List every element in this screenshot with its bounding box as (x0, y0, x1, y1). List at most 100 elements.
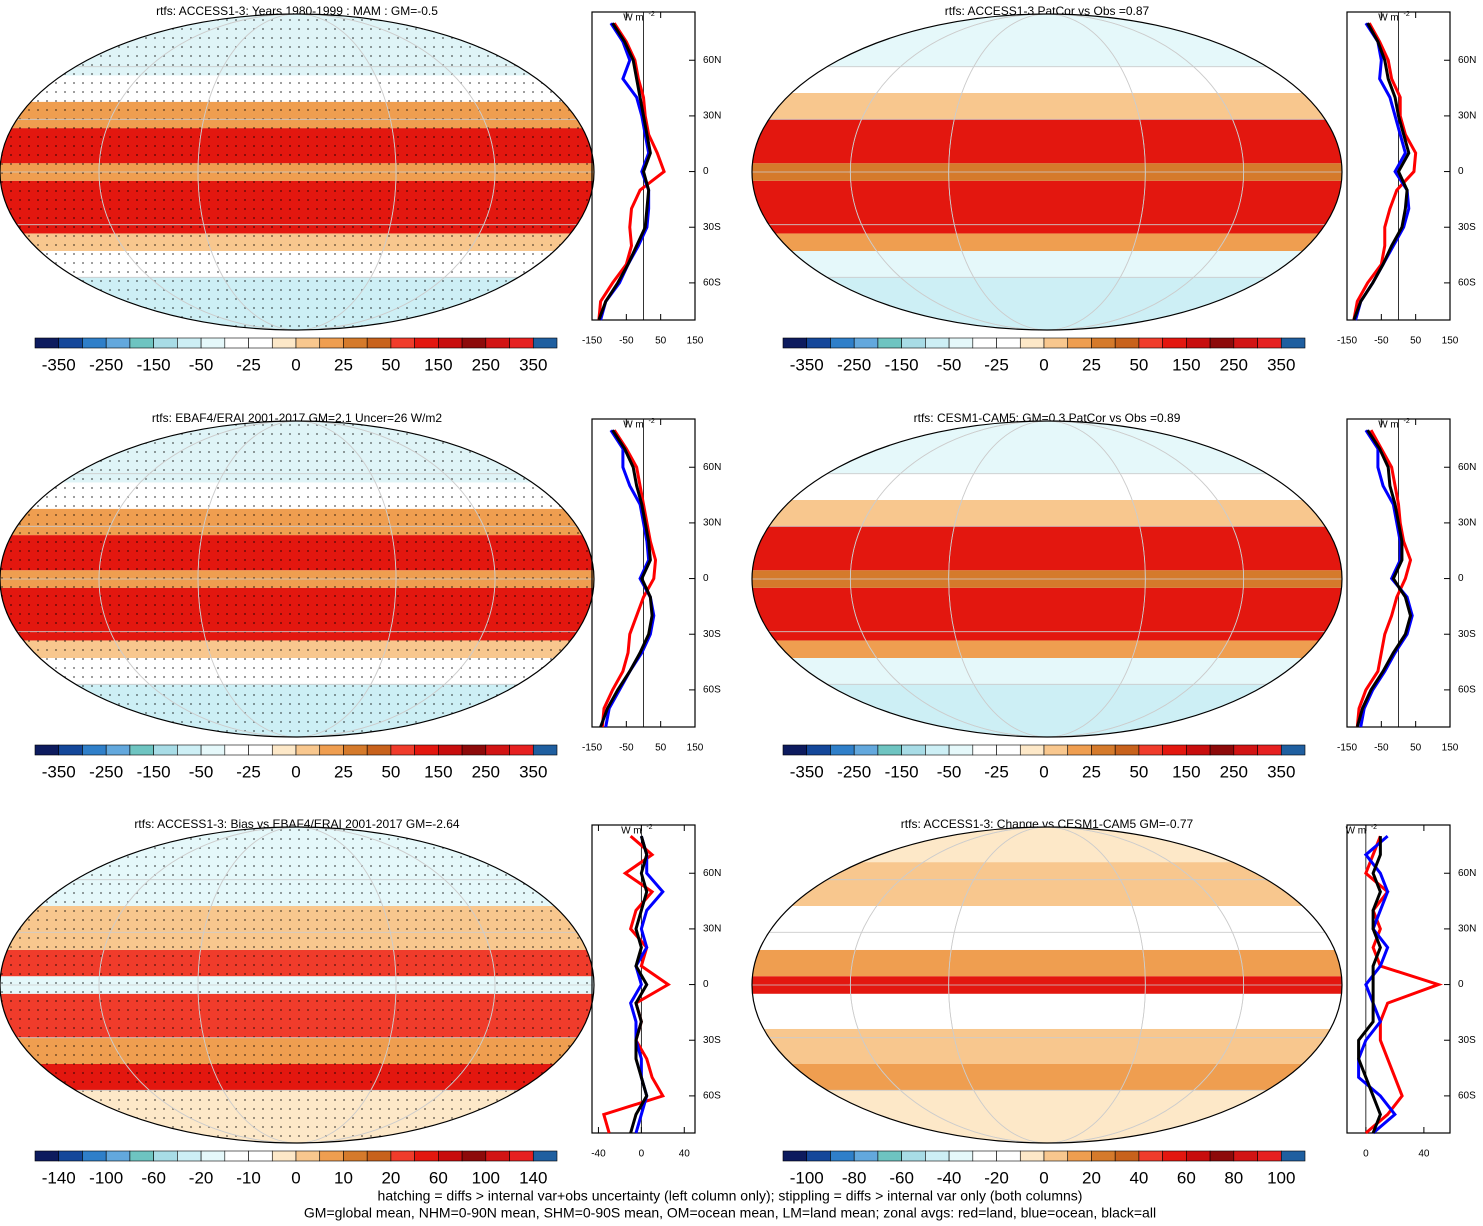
colorbar-box (58, 744, 83, 756)
colorbar-box (853, 337, 879, 349)
x-tick-label: -150 (582, 743, 602, 754)
graticule (197, 827, 397, 1143)
colorbar-box (1257, 337, 1282, 349)
colorbar-box (1019, 337, 1045, 349)
colorbar-box (390, 337, 415, 349)
colorbar-box (1138, 744, 1163, 756)
graticule (849, 827, 1245, 1143)
panel-title: rtfs: ACCESS1-3: Years 1980-1999 : MAM :… (156, 4, 438, 18)
y-tick-label: 60S (703, 1091, 721, 1102)
colorbar-box (82, 1150, 107, 1162)
map-band (752, 180, 1342, 234)
colorbar-label: 350 (519, 762, 547, 781)
colorbar-box (461, 1150, 487, 1162)
colorbar-label: -25 (984, 355, 1009, 374)
colorbar-label: -150 (885, 762, 919, 781)
colorbar-box (248, 744, 273, 756)
zonal-line (600, 429, 658, 728)
colorbar-label: -50 (937, 355, 962, 374)
colorbar-box (1186, 337, 1211, 349)
colorbar-box (532, 1150, 558, 1162)
colorbar-box (782, 744, 808, 756)
zonal-line (599, 429, 654, 728)
y-tick-label: 0 (703, 573, 709, 584)
colorbar-box (830, 744, 855, 756)
colorbar-box (414, 1150, 439, 1162)
y-tick-label: 60N (1458, 55, 1476, 66)
colorbar-box (1233, 744, 1258, 756)
y-tick-label: 0 (1458, 573, 1464, 584)
colorbar-box (343, 744, 368, 756)
colorbar-label: 250 (472, 355, 500, 374)
colorbar-box (509, 337, 534, 349)
colorbar-box (129, 337, 154, 349)
y-tick-label: 60N (1458, 868, 1476, 879)
map-band (752, 949, 1342, 977)
y-tick-label: 60N (703, 55, 721, 66)
colorbar-label: -25 (984, 762, 1009, 781)
colorbar-box (1043, 744, 1069, 756)
colorbar-box (414, 337, 439, 349)
map-band (752, 993, 1342, 1029)
x-tick-label: 50 (655, 336, 667, 347)
colorbar-box (1019, 744, 1045, 756)
x-tick-label: -50 (619, 336, 634, 347)
colorbar-label: 40 (1129, 1168, 1148, 1187)
colorbar-box (58, 1150, 83, 1162)
colorbar-box (782, 1150, 808, 1162)
colorbar-box (1186, 1150, 1211, 1162)
colorbar-label: 20 (381, 1168, 400, 1187)
colorbar-label: 100 (472, 1168, 500, 1187)
colorbar-box (82, 744, 107, 756)
units: W m (623, 13, 644, 24)
colorbar-label: -250 (837, 355, 871, 374)
y-tick-label: 30N (1458, 111, 1476, 122)
colorbar-label: -150 (137, 355, 171, 374)
graticule (98, 14, 496, 330)
colorbar-label: 100 (1267, 1168, 1295, 1187)
colorbar-box (948, 1150, 974, 1162)
colorbar-box (34, 744, 60, 756)
panel-title: rtfs: CESM1-CAM5: GM=0.3 PatCor vs Obs =… (914, 411, 1181, 425)
colorbar-box (319, 744, 344, 756)
zonal-line (1355, 429, 1413, 728)
colorbar-box (1280, 337, 1306, 349)
colorbar-box (806, 337, 831, 349)
x-tick-label: -150 (1337, 336, 1357, 347)
colorbar-box (485, 337, 510, 349)
graticule (849, 14, 1245, 330)
y-tick-label: 60N (1458, 462, 1476, 473)
colorbar-box (1280, 1150, 1306, 1162)
colorbar-box (948, 337, 974, 349)
colorbar-box (925, 1150, 950, 1162)
colorbar-label: -40 (937, 1168, 962, 1187)
x-tick-label: -50 (1374, 743, 1389, 754)
map-band (752, 500, 1342, 527)
y-tick-label: 60S (1458, 278, 1476, 289)
y-tick-label: 30N (703, 111, 721, 122)
colorbar-label: -250 (89, 355, 123, 374)
colorbar-box (1019, 1150, 1045, 1162)
y-tick-label: 0 (703, 979, 709, 990)
y-tick-label: 0 (703, 166, 709, 177)
y-tick-label: 30N (1458, 518, 1476, 529)
colorbar-box (925, 744, 950, 756)
panel-title: rtfs: ACCESS1-3: Change vs CESM1-CAM5 GM… (901, 817, 1194, 831)
x-tick-label: 50 (1410, 336, 1422, 347)
x-tick-label: 150 (687, 336, 704, 347)
units: W m (1378, 13, 1399, 24)
colorbar-box (414, 744, 439, 756)
colorbar-box (509, 1150, 534, 1162)
colorbar-label: 0 (1039, 355, 1048, 374)
colorbar-label: -140 (42, 1168, 76, 1187)
map-band (752, 1028, 1342, 1064)
colorbar-label: -100 (790, 1168, 824, 1187)
map (752, 827, 1342, 1143)
map (0, 827, 594, 1143)
graticule (197, 14, 397, 330)
y-tick-label: 30N (703, 924, 721, 935)
colorbar-box (461, 744, 487, 756)
colorbar-label: 140 (519, 1168, 547, 1187)
colorbar-box (461, 337, 487, 349)
map-band (752, 251, 1342, 278)
